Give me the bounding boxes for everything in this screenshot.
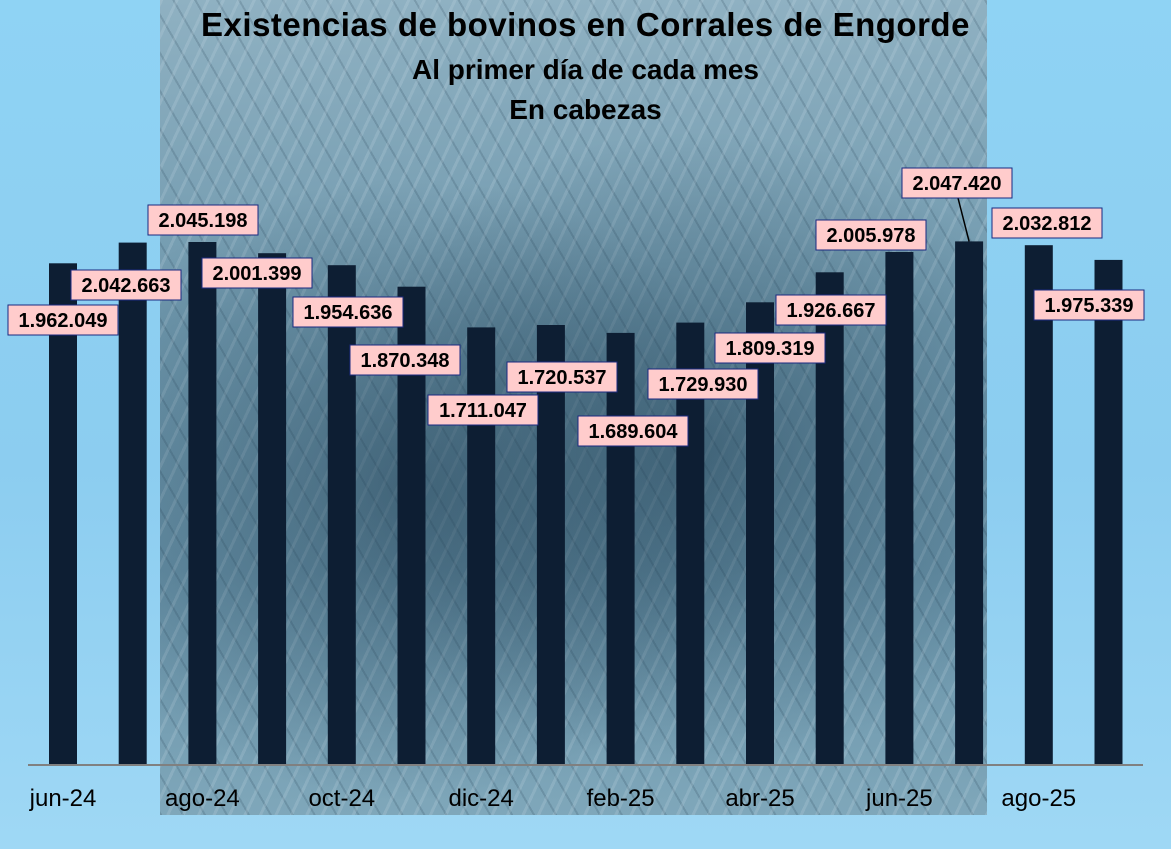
x-tick-label: ago-25: [1001, 785, 1076, 812]
data-label: 2.042.663: [70, 269, 182, 301]
x-tick-label: feb-25: [587, 785, 655, 812]
data-label: 1.720.537: [506, 361, 618, 393]
x-tick-label: abr-25: [725, 785, 794, 812]
x-tick-label: jun-25: [865, 785, 933, 812]
svg-text:1.975.339: 1.975.339: [1045, 295, 1134, 317]
svg-text:1.689.604: 1.689.604: [589, 421, 679, 443]
svg-text:1.926.667: 1.926.667: [787, 300, 876, 322]
label-leader-line: [957, 197, 970, 242]
bar-ago-25: [1024, 245, 1053, 765]
svg-text:2.042.663: 2.042.663: [82, 275, 171, 297]
svg-text:2.032.812: 2.032.812: [1003, 213, 1092, 235]
svg-text:1.962.049: 1.962.049: [19, 310, 108, 332]
data-label: 1.870.348: [349, 344, 461, 376]
svg-text:2.045.198: 2.045.198: [159, 210, 248, 232]
data-label: 1.975.339: [1033, 289, 1145, 321]
data-label: 1.729.930: [647, 368, 759, 400]
data-label: 2.045.198: [147, 204, 259, 236]
bar-jun-25: [885, 252, 914, 765]
data-label: 1.962.049: [7, 304, 119, 336]
background-photo: [160, 0, 987, 815]
data-label: 2.005.978: [815, 219, 927, 251]
svg-text:2.005.978: 2.005.978: [827, 225, 916, 247]
svg-text:1.720.537: 1.720.537: [518, 367, 607, 389]
data-label: 1.711.047: [427, 394, 539, 426]
data-label: 2.047.420: [901, 167, 1013, 199]
data-label: 1.689.604: [577, 415, 689, 447]
data-label: 2.032.812: [991, 207, 1103, 239]
bar-feb-25: [606, 332, 635, 765]
bar-jul-24: [118, 242, 147, 766]
bar-jun-24: [49, 263, 77, 765]
data-label: 1.809.319: [714, 332, 826, 364]
svg-text:1.870.348: 1.870.348: [361, 350, 450, 372]
svg-text:2.047.420: 2.047.420: [913, 173, 1002, 195]
x-tick-label: jun-24: [29, 785, 97, 812]
bar-sep-25: [1094, 259, 1123, 765]
x-tick-label: ago-24: [165, 785, 240, 812]
x-tick-label: dic-24: [449, 785, 514, 812]
svg-text:1.809.319: 1.809.319: [726, 338, 815, 360]
chart-title: Existencias de bovinos en Corrales de En…: [201, 6, 970, 43]
bar-ene-25: [536, 325, 565, 765]
data-label: 1.954.636: [292, 296, 404, 328]
bar-oct-24: [327, 265, 356, 765]
svg-text:1.729.930: 1.729.930: [659, 374, 748, 396]
bar-dic-24: [467, 327, 496, 765]
chart-units: En cabezas: [509, 94, 662, 125]
svg-text:2.001.399: 2.001.399: [213, 263, 302, 285]
data-label: 2.001.399: [201, 257, 313, 289]
svg-text:1.954.636: 1.954.636: [304, 302, 393, 324]
x-tick-label: oct-24: [308, 785, 375, 812]
bar-jul-25: [955, 241, 984, 765]
data-label: 1.926.667: [775, 294, 887, 326]
bar-ago-24: [188, 242, 217, 765]
bar-sep-24: [258, 253, 287, 765]
chart-subtitle: Al primer día de cada mes: [411, 54, 760, 85]
svg-text:1.711.047: 1.711.047: [439, 400, 527, 422]
